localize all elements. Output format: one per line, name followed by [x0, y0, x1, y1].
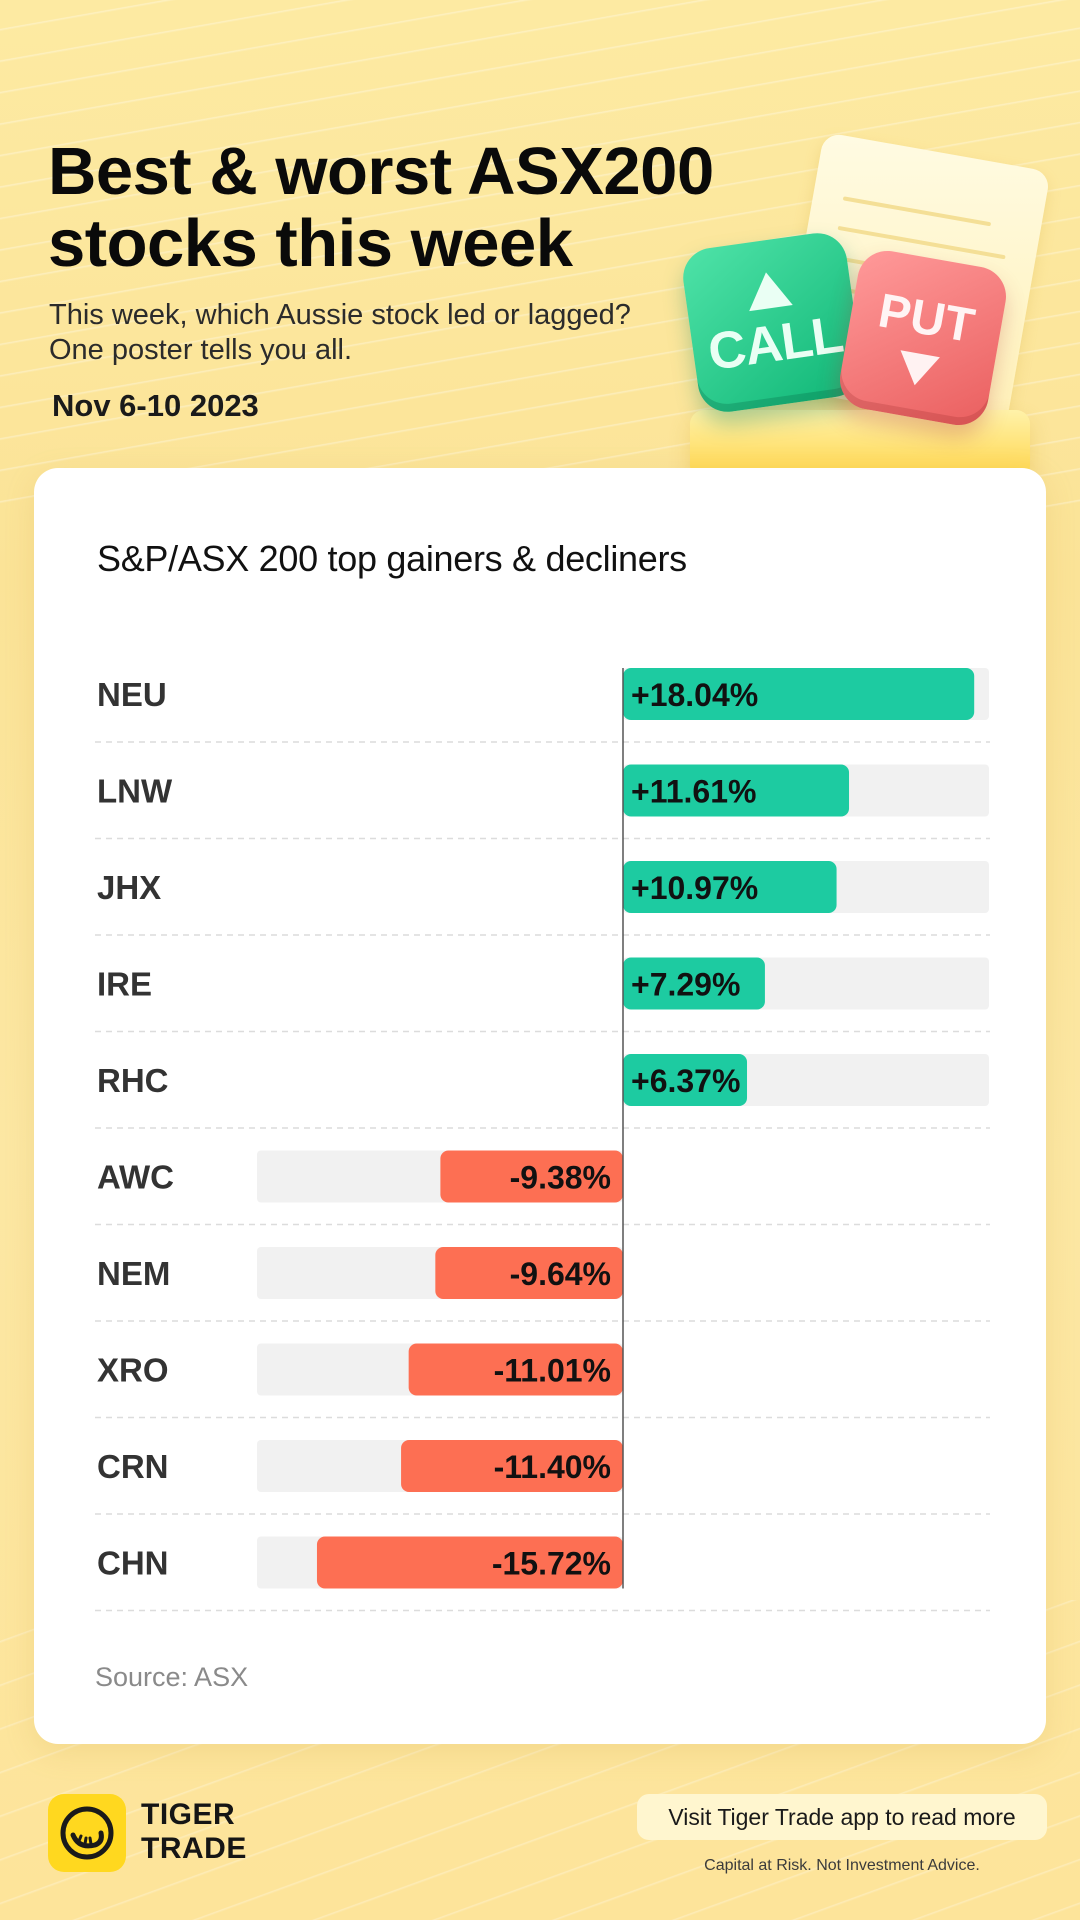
decliner-bar [440, 1150, 623, 1203]
brand-line-1: TIGER [141, 1798, 236, 1831]
value-label: -9.64% [510, 1256, 611, 1292]
ticker-label: LNW [97, 773, 173, 810]
ticker-label: CRN [97, 1448, 169, 1485]
ticker-label: NEM [97, 1255, 170, 1292]
decliner-bar [401, 1440, 623, 1492]
page-title-line-1: Best & worst ASX200 [48, 134, 714, 209]
subtitle-line-1: This week, which Aussie stock led or lag… [49, 299, 631, 331]
decliner-bar [316, 1536, 623, 1589]
page-title-line-2: stocks this week [48, 206, 573, 281]
gainer-bar [623, 764, 850, 817]
decliner-bar [408, 1343, 623, 1396]
value-label: +18.04% [631, 677, 758, 713]
ticker-label: AWC [97, 1159, 174, 1196]
gainer-bar [623, 668, 975, 720]
risk-disclaimer: Capital at Risk. Not Investment Advice. [704, 1857, 980, 1874]
source-note: Source: ASX [95, 1662, 249, 1692]
value-label: -15.72% [492, 1546, 611, 1582]
ticker-label: NEU [97, 676, 167, 713]
value-label: +6.37% [631, 1063, 740, 1099]
subtitle-line-2: One poster tells you all. [49, 334, 353, 366]
ticker-label: RHC [97, 1062, 169, 1099]
ticker-label: XRO [97, 1352, 169, 1389]
value-label: -11.40% [494, 1449, 611, 1485]
page-title: Best & worst ASX200 stocks this week [48, 136, 748, 280]
value-label: +7.29% [631, 967, 740, 1003]
decliner-bar [435, 1247, 623, 1299]
gainer-bar [623, 861, 837, 913]
value-label: -9.38% [510, 1160, 611, 1196]
gainer-bar [623, 957, 765, 1010]
value-label: +10.97% [631, 870, 758, 906]
chart-title: S&P/ASX 200 top gainers & decliners [97, 538, 687, 579]
ticker-label: CHN [97, 1545, 169, 1582]
date-range: Nov 6-10 2023 [52, 388, 259, 423]
tiger-logo [48, 1794, 126, 1872]
ticker-label: JHX [97, 869, 161, 906]
ticker-label: IRE [97, 966, 152, 1003]
value-label: +11.61% [631, 774, 756, 810]
visit-app-link[interactable]: Visit Tiger Trade app to read more [637, 1794, 1047, 1840]
value-label: -11.01% [494, 1353, 611, 1389]
tiger-icon [60, 1806, 114, 1860]
brand-line-2: TRADE [141, 1832, 247, 1865]
page-subtitle: This week, which Aussie stock led or lag… [49, 298, 689, 368]
gainer-bar [623, 1054, 748, 1106]
brand-name: TIGER TRADE [141, 1798, 247, 1866]
